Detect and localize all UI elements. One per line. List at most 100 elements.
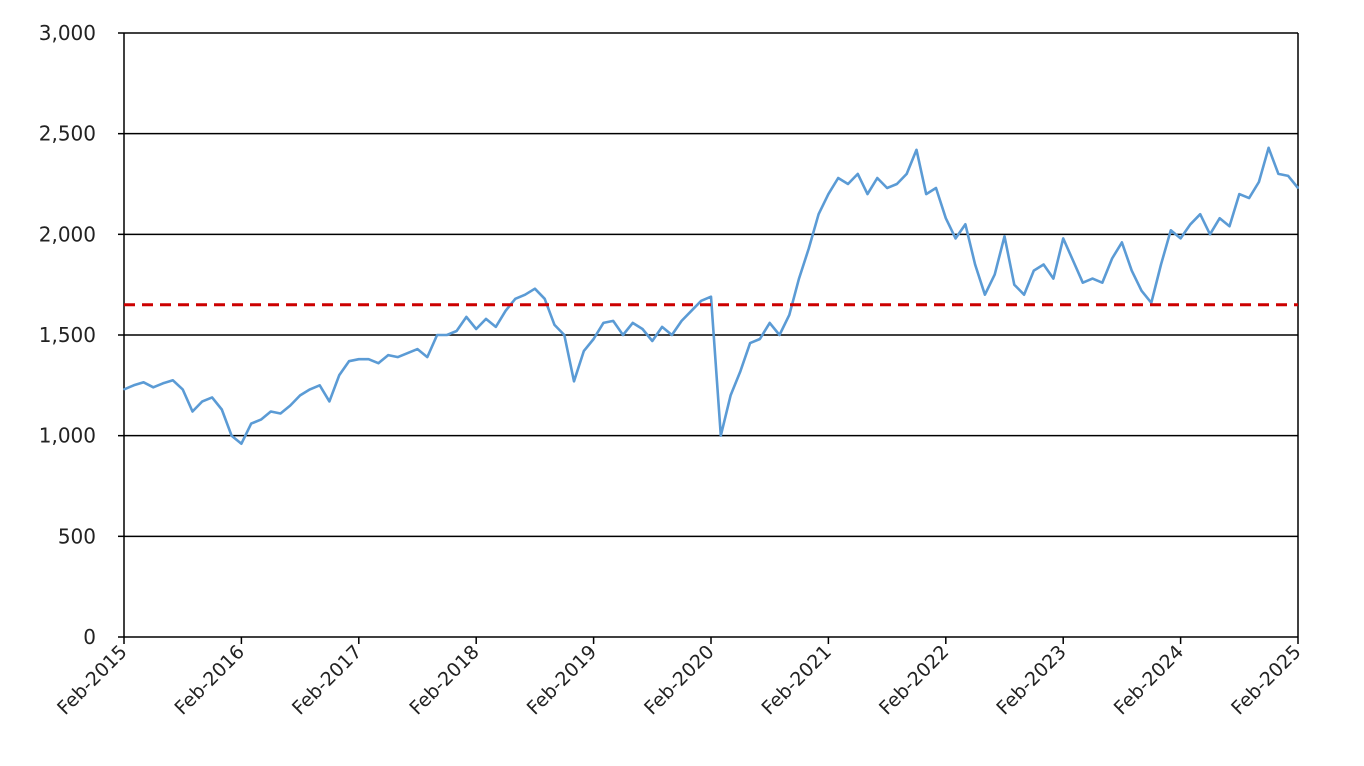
data-point xyxy=(837,177,840,179)
data-point xyxy=(1238,193,1241,195)
data-point xyxy=(622,334,624,336)
x-tick-label: Feb-2020 xyxy=(640,641,718,719)
x-tick-label: Feb-2024 xyxy=(1110,641,1188,719)
data-point xyxy=(377,362,380,365)
data-point xyxy=(582,350,585,353)
x-tick-label: Feb-2023 xyxy=(992,641,1070,719)
data-point xyxy=(220,408,223,411)
data-point xyxy=(710,295,712,298)
data-point xyxy=(1209,233,1211,236)
data-point xyxy=(631,322,634,324)
data-point xyxy=(925,193,928,195)
data-point xyxy=(211,396,213,399)
data-point xyxy=(1081,281,1084,284)
x-tick-label: Feb-2018 xyxy=(405,641,483,719)
data-point xyxy=(534,287,536,290)
data-point xyxy=(181,388,184,391)
data-point xyxy=(1267,146,1270,149)
data-point xyxy=(1257,181,1260,183)
x-tick-label: Feb-2022 xyxy=(875,641,953,719)
data-point xyxy=(984,293,986,296)
data-point xyxy=(1169,229,1172,232)
x-tick-label: Feb-2015 xyxy=(53,641,131,719)
data-point xyxy=(876,177,879,179)
data-point xyxy=(1023,293,1025,296)
data-point xyxy=(240,442,243,445)
data-point xyxy=(866,193,869,195)
x-tick-labels: Feb-2015 Feb-2016 Feb-2017 Feb-2018 Feb-2019… xyxy=(53,641,1305,719)
x-tick-label: Feb-2021 xyxy=(758,641,836,719)
y-tick-label: 2,000 xyxy=(39,222,96,246)
y-tick-label: 1,500 xyxy=(39,323,96,347)
data-point xyxy=(680,320,683,322)
data-point xyxy=(563,334,566,336)
data-point xyxy=(690,309,693,312)
data-point xyxy=(475,328,478,330)
y-tick-labels: 0 500 1,000 1,500 2,000 2,500 3,000 xyxy=(39,21,96,649)
data-point xyxy=(279,412,282,415)
data-point xyxy=(798,277,800,280)
data-point xyxy=(807,247,810,250)
data-point xyxy=(191,410,194,413)
data-point xyxy=(749,342,752,344)
data-point xyxy=(768,322,771,324)
data-point xyxy=(318,384,321,387)
data-point xyxy=(172,379,174,382)
data-point xyxy=(856,173,859,175)
data-point xyxy=(123,388,125,391)
data-point xyxy=(670,334,673,336)
data-point xyxy=(485,317,487,320)
data-point xyxy=(719,434,722,437)
data-point xyxy=(905,173,908,175)
data-point xyxy=(641,328,644,330)
y-tick-label: 2,500 xyxy=(39,122,96,146)
data-point xyxy=(436,334,438,336)
data-point xyxy=(729,394,732,397)
data-point xyxy=(152,386,155,389)
x-tick-label: Feb-2019 xyxy=(523,641,601,719)
data-point xyxy=(847,183,849,185)
data-point xyxy=(289,404,292,407)
gridlines xyxy=(124,32,1298,538)
data-point xyxy=(406,352,409,355)
data-point xyxy=(514,297,517,300)
data-point xyxy=(915,148,918,151)
data-point xyxy=(1248,197,1250,199)
data-point xyxy=(935,187,937,189)
data-point xyxy=(348,360,350,363)
data-point xyxy=(1297,187,1299,189)
data-point xyxy=(944,217,947,220)
data-point xyxy=(142,381,145,384)
y-tick-label: 500 xyxy=(58,524,96,548)
data-point xyxy=(954,237,957,240)
data-point xyxy=(328,400,331,403)
data-point xyxy=(201,400,204,403)
data-point xyxy=(1072,259,1074,262)
data-point xyxy=(1003,235,1006,238)
y-tick-label: 1,000 xyxy=(39,424,96,448)
data-point xyxy=(1189,223,1192,226)
data-point xyxy=(1062,237,1065,240)
data-point xyxy=(230,434,233,437)
data-point xyxy=(299,394,301,397)
data-point xyxy=(817,213,820,216)
data-point xyxy=(1287,175,1290,177)
data-point xyxy=(1140,289,1143,292)
data-point xyxy=(524,293,527,296)
data-point xyxy=(250,422,253,425)
data-point xyxy=(778,334,781,336)
data-point xyxy=(1032,269,1035,272)
data-point xyxy=(895,183,898,185)
data-point xyxy=(612,320,615,322)
series-layer xyxy=(123,146,1300,445)
data-point xyxy=(661,326,663,328)
data-point xyxy=(602,322,605,324)
data-point xyxy=(886,187,888,189)
data-point xyxy=(269,410,272,413)
data-point xyxy=(1160,263,1162,266)
series-line xyxy=(123,146,1300,445)
data-point xyxy=(445,334,448,336)
data-point xyxy=(553,324,556,326)
x-tick-label: Feb-2017 xyxy=(288,641,366,719)
